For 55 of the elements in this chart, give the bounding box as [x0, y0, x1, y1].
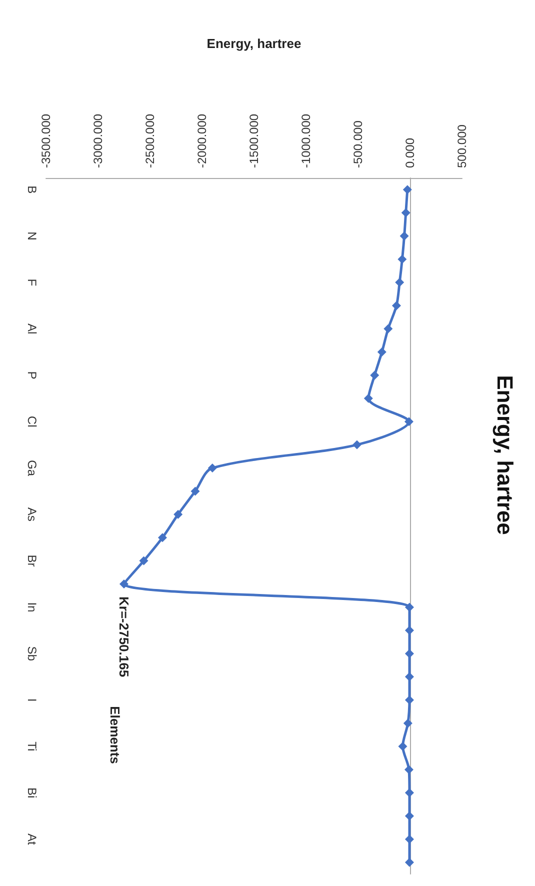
y-tick-label: N	[25, 232, 39, 240]
y-tick-label: I	[25, 698, 39, 702]
point	[400, 232, 409, 240]
y-tick-label: P	[25, 371, 39, 380]
y-tick-label: Cl	[25, 416, 39, 428]
point	[392, 301, 401, 310]
y-axis-title: Elements	[108, 706, 122, 764]
point	[174, 510, 183, 519]
x-tick-label: -500.000	[351, 120, 365, 168]
y-tick-label: F	[25, 278, 39, 286]
point	[403, 718, 412, 728]
y-tick-label: Sb	[25, 646, 39, 662]
y-tick-label: Ga	[25, 460, 39, 476]
x-axis-title: Energy, hartree	[206, 36, 302, 51]
point	[398, 254, 407, 264]
x-tick-label: -1000.000	[299, 114, 313, 168]
data-label: Kr=-2750.165	[116, 596, 132, 678]
x-tick-label: -3500.000	[39, 114, 53, 168]
x-tick-label: 500.000	[455, 124, 469, 168]
text: Energy, hartree	[492, 375, 518, 535]
point	[404, 696, 414, 704]
point	[370, 370, 380, 380]
x-tick-label: -2500.000	[143, 114, 157, 168]
point	[352, 440, 362, 450]
point	[377, 348, 386, 356]
x-tick-label: -2000.000	[195, 114, 209, 168]
point	[404, 672, 414, 682]
point	[404, 812, 414, 820]
y-tick-label: In	[25, 602, 39, 612]
point	[404, 834, 414, 844]
point	[119, 580, 128, 588]
point	[402, 185, 412, 194]
x-tick-label: -1500.000	[247, 114, 261, 168]
point	[404, 788, 414, 798]
point	[404, 765, 414, 774]
point	[395, 278, 404, 287]
y-tick-label: Bi	[25, 787, 39, 798]
x-tick-label: 0.000	[403, 138, 417, 168]
y-tick-label: Ti	[25, 742, 39, 752]
y-tick-label: B	[25, 186, 39, 194]
point	[190, 486, 200, 496]
point	[401, 208, 410, 218]
y-tick-label: Br	[25, 554, 39, 567]
point	[139, 556, 148, 566]
x-tick-label: -3000.000	[91, 114, 105, 168]
point	[404, 417, 414, 426]
point	[384, 324, 393, 334]
y-tick-label: Al	[25, 323, 39, 334]
point	[364, 394, 373, 403]
point	[208, 464, 217, 472]
point	[398, 742, 408, 751]
point	[404, 602, 414, 612]
y-tick-label: At	[25, 834, 39, 846]
y-tick-label: As	[25, 507, 39, 522]
point	[158, 533, 167, 542]
